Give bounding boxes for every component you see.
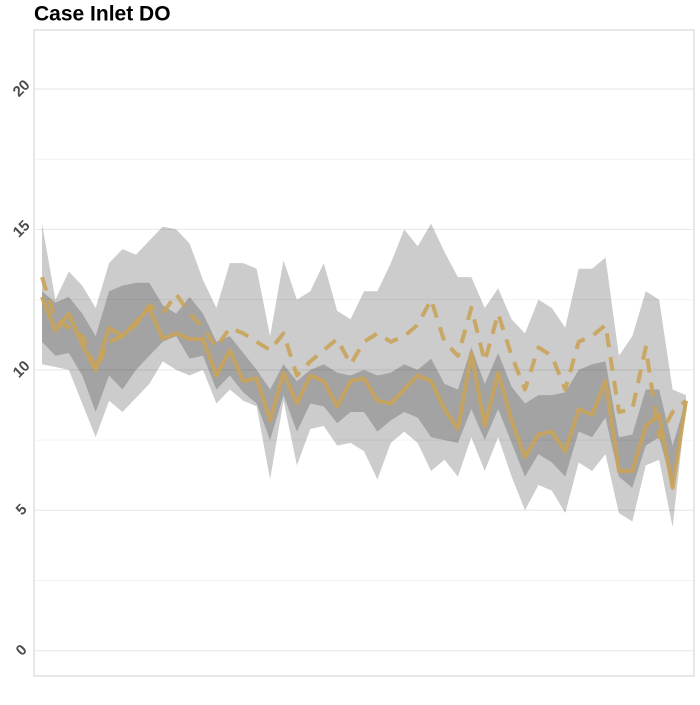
- y-tick-label: 15: [10, 217, 34, 241]
- y-tick-label: 20: [10, 77, 34, 101]
- range-band: [42, 282, 686, 488]
- y-tick-label: 10: [10, 358, 34, 382]
- dashed-line: [40, 276, 688, 440]
- chart-title: Case Inlet DO: [34, 3, 171, 26]
- y-tick-label: 0: [13, 641, 31, 659]
- plot-frame: [33, 29, 695, 677]
- y-tick-label: 5: [13, 501, 31, 519]
